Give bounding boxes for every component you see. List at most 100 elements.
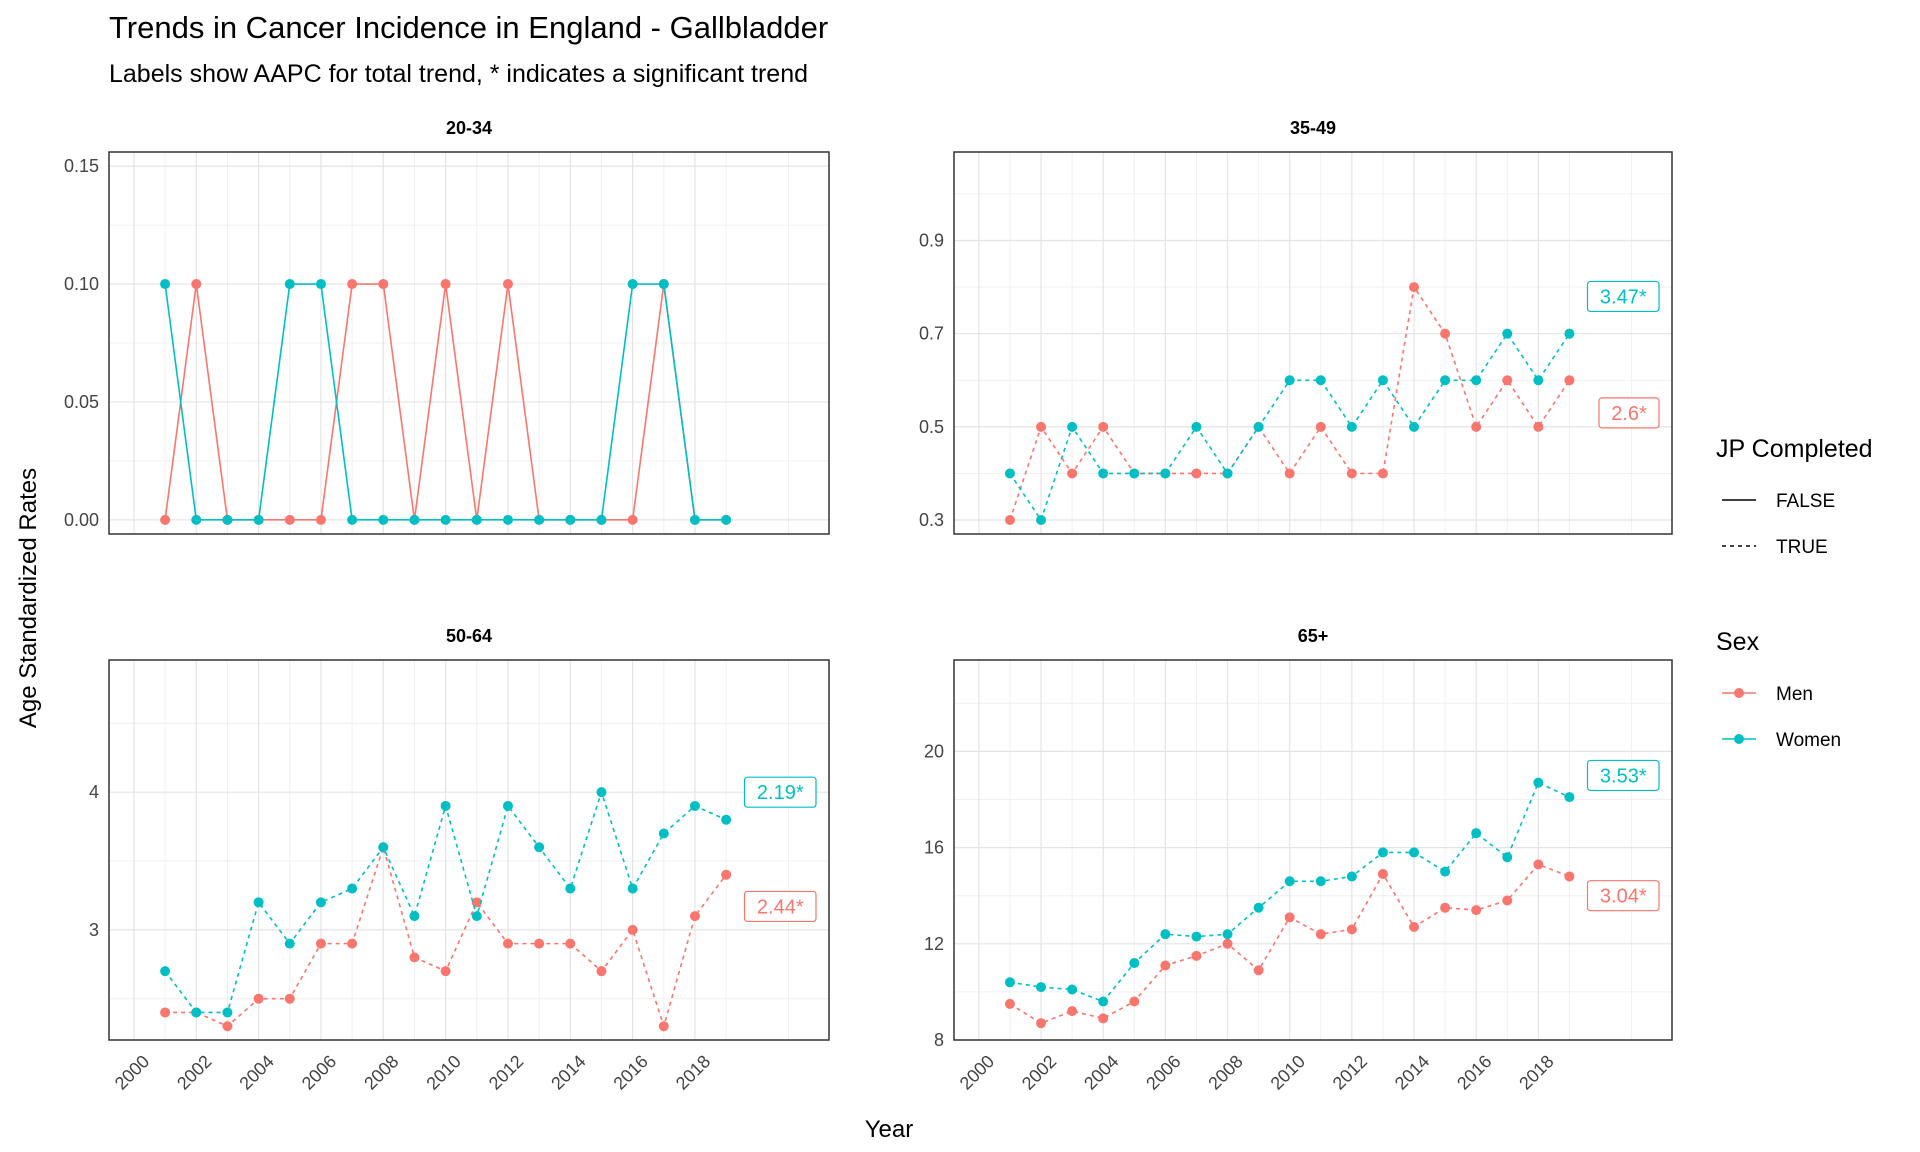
data-point-women xyxy=(315,897,326,908)
data-point-women xyxy=(347,514,358,525)
panel-border xyxy=(108,659,830,1041)
data-point-men xyxy=(284,993,295,1004)
data-point-men xyxy=(1440,902,1451,913)
aapc-label-box xyxy=(743,890,817,923)
x-tick-label: 2006 xyxy=(1142,1051,1184,1093)
data-point-women xyxy=(689,514,700,525)
data-point-men xyxy=(378,279,389,290)
data-point-men xyxy=(1191,468,1202,479)
data-point-women xyxy=(658,279,669,290)
panel-strip-label: 65+ xyxy=(1298,626,1329,646)
data-point-men xyxy=(1191,950,1202,961)
legend-label-women: Women xyxy=(1776,730,1841,751)
data-point-women xyxy=(1004,468,1015,479)
data-point-women xyxy=(440,514,451,525)
x-tick-label: 2000 xyxy=(956,1051,998,1093)
legend-label-men: Men xyxy=(1776,684,1813,705)
x-tick-label: 2008 xyxy=(1204,1051,1246,1093)
data-point-women xyxy=(1502,852,1513,863)
aapc-label: 2.19* xyxy=(757,782,804,804)
data-point-men xyxy=(1067,1006,1078,1017)
data-point-women xyxy=(253,514,264,525)
data-point-men xyxy=(253,993,264,1004)
data-point-men xyxy=(596,966,607,977)
data-point-women xyxy=(1253,421,1264,432)
data-point-men xyxy=(1377,869,1388,880)
y-tick-label: 0.5 xyxy=(919,417,944,437)
x-tick-label: 2018 xyxy=(1515,1051,1557,1093)
data-point-women xyxy=(378,514,389,525)
data-point-women xyxy=(1564,328,1575,339)
panel-strip-label: 50-64 xyxy=(446,626,492,646)
legend-label-true: TRUE xyxy=(1776,537,1828,558)
data-point-men xyxy=(1564,375,1575,386)
data-point-women xyxy=(347,883,358,894)
data-point-men xyxy=(565,938,576,949)
data-point-men xyxy=(347,938,358,949)
legend-label-false: FALSE xyxy=(1776,491,1835,512)
x-tick-label: 2016 xyxy=(609,1051,651,1093)
data-point-men xyxy=(191,279,202,290)
data-point-women xyxy=(1067,421,1078,432)
aapc-label-box xyxy=(743,776,817,808)
data-point-women xyxy=(440,800,451,811)
aapc-label-box xyxy=(1586,759,1660,792)
data-point-men xyxy=(1533,859,1544,870)
data-point-men xyxy=(1098,421,1109,432)
data-point-women xyxy=(1129,468,1140,479)
data-point-women xyxy=(596,787,607,798)
y-tick-label: 20 xyxy=(924,741,944,761)
x-tick-label: 2002 xyxy=(1018,1051,1060,1093)
data-point-men xyxy=(1036,421,1047,432)
data-point-men xyxy=(658,1021,669,1032)
data-point-women xyxy=(1409,847,1420,858)
data-point-men xyxy=(440,279,451,290)
data-point-women xyxy=(1377,375,1388,386)
chart-subtitle: Labels show AAPC for total trend, * indi… xyxy=(109,60,808,88)
data-point-women xyxy=(1036,982,1047,993)
aapc-label: 3.53* xyxy=(1600,765,1647,787)
x-tick-label: 2010 xyxy=(422,1051,464,1093)
data-point-women xyxy=(1471,828,1482,839)
data-point-women xyxy=(502,514,513,525)
x-tick-label: 2014 xyxy=(547,1051,589,1093)
data-point-men xyxy=(1004,998,1015,1009)
panel-65+: 65+ 8 12 16 20 2000 2002 2004 2006 2008 2010 2012 20… xyxy=(924,626,1673,1094)
data-point-women xyxy=(222,514,233,525)
data-point-women xyxy=(721,814,732,825)
aapc-label-box xyxy=(1598,397,1660,429)
data-point-women xyxy=(1160,468,1171,479)
data-point-women xyxy=(1129,958,1140,969)
data-point-men xyxy=(1564,871,1575,882)
data-point-women xyxy=(565,514,576,525)
legend-title-sex: Sex xyxy=(1716,628,1760,656)
data-point-men xyxy=(1346,468,1357,479)
x-tick-label: 2002 xyxy=(173,1051,215,1093)
data-point-men xyxy=(1502,895,1513,906)
x-tick-label: 2014 xyxy=(1391,1051,1433,1093)
y-tick-label: 0.15 xyxy=(64,156,99,176)
data-point-women xyxy=(284,279,295,290)
y-tick-label: 4 xyxy=(89,782,99,802)
panel-strip-label: 35-49 xyxy=(1290,118,1336,138)
data-point-women xyxy=(565,883,576,894)
data-point-women xyxy=(1377,847,1388,858)
data-point-men xyxy=(347,279,358,290)
x-tick-label: 2008 xyxy=(360,1051,402,1093)
data-point-women xyxy=(534,842,545,853)
data-point-men xyxy=(534,938,545,949)
panel-20-34: 20-34 0.00 0.05 0.10 0.15 xyxy=(64,118,830,535)
data-point-women xyxy=(689,800,700,811)
data-point-men xyxy=(1160,960,1171,971)
data-point-women xyxy=(658,828,669,839)
data-point-women xyxy=(1067,984,1078,995)
data-point-men xyxy=(1004,515,1015,526)
data-point-women xyxy=(1253,902,1264,913)
data-point-men xyxy=(1471,421,1482,432)
data-point-women xyxy=(471,514,482,525)
y-tick-label: 12 xyxy=(924,934,944,954)
data-point-women xyxy=(627,883,638,894)
data-point-women xyxy=(160,966,171,977)
data-point-women xyxy=(1346,421,1357,432)
